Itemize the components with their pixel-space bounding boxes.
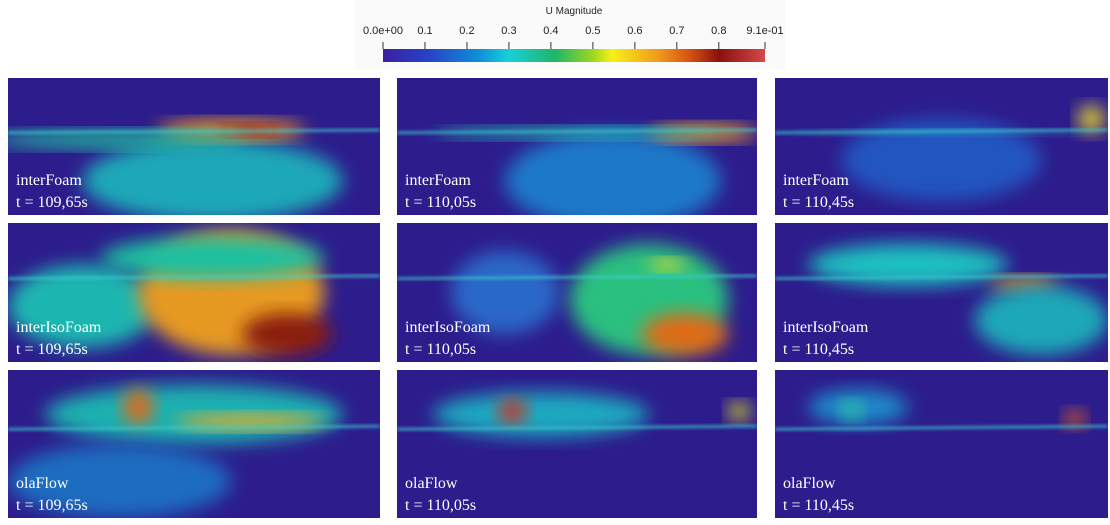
colorbar-tick-label: 0.3	[501, 25, 516, 37]
panel-time: t = 110,05s	[405, 341, 476, 358]
figure: U Magnitude interFoamt = 109,65sinterFoa…	[0, 0, 1110, 520]
panel-time: t = 109,65s	[16, 497, 88, 514]
colorbar-tick-label: 0.5	[585, 25, 600, 37]
flow-blob	[45, 385, 343, 444]
panel-time: t = 110,45s	[783, 194, 854, 211]
panel-time: t = 109,65s	[16, 194, 88, 211]
flow-blob	[808, 244, 1008, 286]
flow-blob	[101, 237, 324, 279]
panel-time: t = 110,45s	[783, 497, 854, 514]
panel: interIsoFoam t = 110,45s	[775, 223, 1108, 362]
flow-blob	[242, 313, 331, 355]
panel-solver: interFoam	[405, 172, 471, 189]
panel: interFoam t = 109,65s	[0, 78, 380, 222]
colorbar-tick-label: 0.1	[417, 25, 432, 37]
panel: olaFlow t = 110,05s	[397, 370, 757, 518]
colorbar-tick-label: 0.4	[543, 25, 558, 37]
panel-field	[775, 370, 1108, 518]
flow-blob	[649, 259, 685, 270]
flow-blob	[1078, 105, 1105, 132]
panel-field	[397, 370, 757, 518]
colorbar-tick-label: 0.7	[669, 25, 684, 37]
colorbar-tick-label: 0.2	[459, 25, 474, 37]
panel-bg	[775, 370, 1108, 518]
panel-time: t = 110,05s	[405, 194, 476, 211]
flow-blob	[0, 131, 250, 147]
flow-blob	[433, 392, 649, 436]
flow-blob	[123, 389, 153, 425]
panel-solver: interIsoFoam	[783, 319, 869, 336]
colorbar-tick-label: 0.8	[711, 25, 726, 37]
flow-blob	[1065, 410, 1085, 428]
panel: olaFlow t = 110,45s	[775, 370, 1108, 518]
flow-blob	[842, 401, 862, 419]
flow-blob	[728, 403, 750, 421]
panel-solver: interIsoFoam	[16, 319, 102, 336]
colorbar-tick-label: 0.6	[627, 25, 642, 37]
panel-field	[8, 370, 380, 518]
panel-solver: interFoam	[783, 172, 849, 189]
flow-blob	[975, 286, 1108, 356]
panel-time: t = 110,45s	[783, 341, 854, 358]
panel-solver: interIsoFoam	[405, 319, 491, 336]
flow-blob	[498, 400, 527, 424]
panel: interIsoFoam t = 110,05s	[397, 223, 757, 362]
panel-bg	[397, 370, 757, 518]
panel: interFoam t = 110,05s	[397, 78, 757, 229]
panels: interFoam t = 109,65s interFoam t = 110,05s…	[0, 78, 1108, 518]
panel-solver: olaFlow	[16, 475, 69, 492]
flow-blob	[642, 313, 728, 355]
colorbar-tick-label: 0.0e+00	[363, 25, 403, 37]
panel-time: t = 110,05s	[405, 497, 476, 514]
colorbar-title: U Magnitude	[546, 6, 603, 17]
flow-blob	[505, 133, 721, 229]
panel: interIsoFoam t = 109,65s	[8, 223, 380, 362]
colorbar	[383, 49, 765, 62]
flow-blob	[82, 140, 342, 222]
panel: olaFlow t = 109,65s	[8, 370, 380, 518]
panel-solver: olaFlow	[783, 475, 836, 492]
panel-solver: interFoam	[16, 172, 82, 189]
panel: interFoam t = 110,45s	[775, 78, 1108, 215]
colorbar-tick-label: 9.1e-01	[746, 25, 783, 37]
panel-time: t = 109,65s	[16, 341, 88, 358]
panel-solver: olaFlow	[405, 475, 458, 492]
